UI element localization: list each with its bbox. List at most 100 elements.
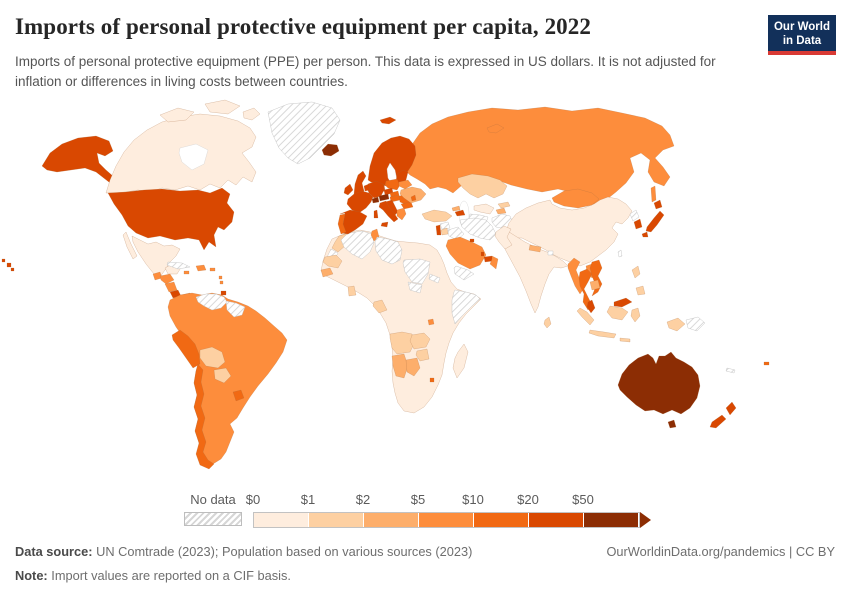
country-oman[interactable] [489, 255, 499, 270]
country-uruguay[interactable] [232, 389, 245, 402]
country-bhutan[interactable] [547, 250, 554, 256]
country-syria[interactable] [439, 221, 451, 230]
country-portugal[interactable] [337, 213, 347, 235]
country-alaska[interactable] [41, 135, 121, 187]
country-rwanda[interactable] [427, 318, 435, 326]
country-cambodia[interactable] [589, 279, 601, 291]
country-kazakhstan[interactable] [457, 173, 508, 199]
country-italy[interactable] [378, 200, 399, 223]
region-benelux[interactable] [363, 183, 371, 192]
novaya-zemlya[interactable] [486, 123, 505, 134]
country-qatar[interactable] [480, 251, 485, 257]
region-africa[interactable] [320, 229, 482, 414]
country-philippines[interactable] [631, 265, 646, 296]
country-eritrea[interactable] [428, 273, 441, 284]
country-pakistan[interactable] [494, 225, 513, 250]
legend-bin-4[interactable] [419, 513, 474, 527]
lesser-antilles[interactable] [218, 275, 224, 285]
legend-bin-6[interactable] [529, 513, 584, 527]
country-cuba[interactable] [166, 261, 191, 270]
country-jordan[interactable] [440, 227, 449, 236]
country-mexico[interactable] [131, 235, 181, 278]
country-south-sudan[interactable] [407, 281, 423, 294]
country-austria[interactable] [378, 193, 390, 202]
country-switzerland[interactable] [371, 196, 380, 204]
country-uzbekistan[interactable] [473, 203, 495, 215]
legend-bin-5[interactable] [474, 513, 529, 527]
no-data-swatch[interactable] [184, 512, 242, 526]
svalbard[interactable] [379, 116, 397, 125]
country-angola[interactable] [389, 331, 415, 355]
legend-no-data[interactable]: No data [184, 492, 242, 526]
region-baja-california[interactable] [122, 231, 138, 260]
country-kuwait[interactable] [469, 238, 475, 243]
country-madagascar[interactable] [452, 343, 469, 379]
country-france[interactable] [346, 190, 374, 214]
country-sri-lanka[interactable] [543, 316, 552, 329]
country-nicaragua[interactable] [164, 281, 178, 293]
country-peru[interactable] [171, 329, 201, 369]
country-bulgaria[interactable] [400, 201, 414, 210]
country-dominican-republic[interactable] [195, 264, 207, 272]
country-trinidad[interactable] [220, 290, 227, 296]
country-nepal[interactable] [528, 244, 542, 253]
country-gabon-congo[interactable] [372, 299, 388, 314]
country-hawaii[interactable] [1, 258, 15, 272]
country-ukraine[interactable] [399, 186, 427, 204]
country-bolivia[interactable] [199, 346, 226, 369]
country-ghana[interactable] [347, 285, 357, 297]
country-japan[interactable] [641, 199, 665, 238]
country-georgia[interactable] [451, 205, 461, 212]
country-poland[interactable] [384, 178, 401, 191]
country-belarus[interactable] [398, 179, 413, 190]
country-botswana[interactable] [405, 357, 421, 377]
country-jamaica[interactable] [183, 270, 190, 275]
country-somalia[interactable] [451, 289, 481, 325]
country-algeria[interactable] [340, 230, 375, 260]
country-australia[interactable] [617, 351, 701, 415]
country-namibia[interactable] [391, 353, 409, 379]
country-papua-new-guinea[interactable] [685, 316, 706, 332]
country-greenland[interactable] [267, 101, 341, 165]
sakhalin-island[interactable] [650, 185, 657, 203]
country-eswatini[interactable] [429, 377, 435, 383]
country-iran[interactable] [459, 217, 497, 241]
country-indonesia[interactable] [576, 305, 686, 343]
country-mongolia[interactable] [551, 188, 600, 209]
country-tajikistan[interactable] [495, 207, 507, 215]
country-fiji[interactable] [763, 361, 770, 366]
country-libya[interactable] [374, 236, 403, 265]
country-zambia[interactable] [409, 332, 431, 350]
region-guyanas[interactable] [225, 300, 246, 318]
country-united-states[interactable] [107, 187, 235, 251]
arctic-island[interactable] [204, 99, 241, 115]
country-chile[interactable] [193, 363, 215, 470]
country-new-zealand[interactable] [709, 401, 737, 429]
country-south-korea[interactable] [633, 218, 643, 230]
country-north-korea[interactable] [629, 209, 640, 222]
country-azerbaijan[interactable] [454, 209, 466, 217]
country-honduras[interactable] [159, 273, 175, 285]
sardinia[interactable] [373, 209, 379, 219]
country-turkey[interactable] [421, 209, 453, 223]
country-puerto-rico[interactable] [209, 267, 216, 272]
country-venezuela[interactable] [195, 293, 228, 311]
country-russia[interactable] [406, 106, 675, 208]
country-mauritania[interactable] [322, 254, 343, 269]
country-iceland[interactable] [321, 143, 340, 157]
country-saudi-arabia[interactable] [445, 236, 487, 270]
arctic-island[interactable] [159, 107, 195, 123]
country-malaysia[interactable] [586, 297, 633, 314]
country-zimbabwe[interactable] [415, 348, 430, 362]
country-moldova[interactable] [410, 194, 417, 202]
country-greece[interactable] [396, 207, 407, 221]
legend-bin-7[interactable] [584, 513, 639, 527]
new-caledonia[interactable] [725, 367, 736, 374]
country-iraq[interactable] [447, 226, 465, 241]
tasmania[interactable] [667, 419, 677, 429]
owid-link[interactable]: OurWorldinData.org/pandemics | CC BY [606, 544, 835, 559]
country-sudan[interactable] [402, 258, 431, 285]
country-paraguay[interactable] [213, 367, 232, 384]
country-israel[interactable] [435, 224, 442, 236]
